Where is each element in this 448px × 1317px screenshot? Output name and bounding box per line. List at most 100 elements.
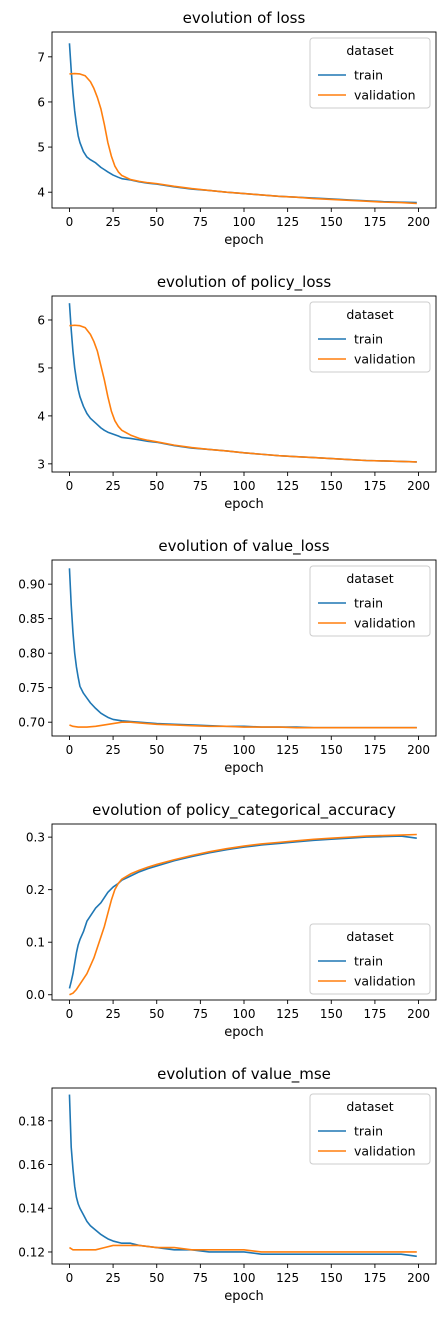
y-tick-label: 5 (37, 141, 45, 155)
y-tick-label: 0.14 (18, 1202, 45, 1216)
legend: dataset train validation (309, 37, 431, 109)
legend-label-validation: validation (354, 616, 416, 631)
x-tick-label: 200 (407, 1271, 430, 1285)
legend: dataset train validation (309, 1093, 431, 1165)
legend-box (309, 1093, 431, 1165)
y-tick-label: 0.80 (18, 647, 45, 661)
x-tick-label: 25 (105, 215, 120, 229)
legend-label-train: train (354, 332, 383, 347)
x-tick-label: 150 (320, 743, 343, 757)
y-tick-label: 0.90 (18, 578, 45, 592)
x-tick-label: 75 (193, 1007, 208, 1021)
x-tick-label: 75 (193, 215, 208, 229)
subplot-4: evolution of policy_categorical_accuracy… (26, 801, 437, 1040)
x-tick-label: 0 (66, 743, 74, 757)
legend-title: dataset (346, 1099, 393, 1114)
legend: dataset train validation (309, 923, 431, 995)
x-axis-label: epoch (224, 761, 264, 776)
subplot-5: evolution of value_mse 0 25 50 75 100 125 150 17… (18, 1065, 437, 1304)
legend-box (309, 301, 431, 373)
legend-box (309, 565, 431, 637)
y-tick-label: 0.12 (18, 1245, 45, 1259)
y-tick-label: 0.2 (26, 883, 45, 897)
legend-title: dataset (346, 571, 393, 586)
series-line-validation (69, 833, 417, 996)
y-tick-label: 0.3 (26, 831, 45, 845)
x-tick-label: 0 (66, 1271, 74, 1285)
legend-label-train: train (354, 596, 383, 611)
legend-label-validation: validation (354, 974, 416, 989)
x-axis-label: epoch (224, 233, 264, 248)
x-tick-label: 50 (149, 743, 164, 757)
y-tick-label: 4 (37, 409, 45, 423)
chart-title: evolution of value_loss (158, 537, 329, 556)
x-axis-label: epoch (224, 497, 264, 512)
x-tick-label: 150 (320, 1007, 343, 1021)
series-line-train (68, 1094, 417, 1258)
chart-title: evolution of value_mse (157, 1065, 331, 1084)
x-tick-label: 0 (66, 1007, 74, 1021)
x-tick-label: 150 (320, 215, 343, 229)
series-line-validation (69, 721, 417, 729)
x-tick-label: 100 (233, 215, 256, 229)
y-tick-label: 0.0 (26, 988, 45, 1002)
legend: dataset train validation (309, 301, 431, 373)
x-axis-label: epoch (224, 1025, 264, 1040)
x-tick-label: 200 (407, 1007, 430, 1021)
x-tick-label: 50 (149, 1007, 164, 1021)
legend-label-validation: validation (354, 1144, 416, 1159)
y-tick-label: 0.16 (18, 1158, 45, 1172)
y-tick-label: 0.85 (18, 612, 45, 626)
legend-label-validation: validation (354, 352, 416, 367)
x-tick-label: 0 (66, 215, 74, 229)
x-axis-label: epoch (224, 1289, 264, 1304)
x-tick-label: 125 (276, 1007, 299, 1021)
x-tick-label: 200 (407, 743, 430, 757)
x-tick-label: 75 (193, 743, 208, 757)
series-line-train (68, 835, 417, 989)
x-tick-label: 125 (276, 1271, 299, 1285)
legend-title: dataset (346, 43, 393, 58)
legend-label-validation: validation (354, 88, 416, 103)
legend-label-train: train (354, 68, 383, 83)
x-tick-label: 175 (363, 1007, 386, 1021)
y-tick-label: 0.75 (18, 681, 45, 695)
x-tick-label: 125 (276, 743, 299, 757)
x-tick-label: 125 (276, 479, 299, 493)
x-tick-label: 25 (105, 1007, 120, 1021)
x-tick-label: 200 (407, 215, 430, 229)
x-tick-label: 200 (407, 479, 430, 493)
subplot-3: evolution of value_loss 0 25 50 75 100 125 150 1… (18, 537, 437, 776)
legend-box (309, 923, 431, 995)
x-tick-label: 50 (149, 215, 164, 229)
legend-label-train: train (354, 954, 383, 969)
y-tick-label: 6 (37, 313, 45, 327)
x-tick-label: 175 (363, 215, 386, 229)
series-line-validation (69, 72, 417, 205)
chart-title: evolution of policy_categorical_accuracy (92, 801, 396, 820)
y-tick-label: 4 (37, 186, 45, 200)
x-tick-label: 150 (320, 479, 343, 493)
series-line-validation (69, 324, 417, 463)
x-tick-label: 75 (193, 1271, 208, 1285)
chart-title: evolution of loss (183, 9, 306, 27)
x-tick-label: 100 (233, 479, 256, 493)
x-tick-label: 175 (363, 743, 386, 757)
y-tick-label: 0.18 (18, 1114, 45, 1128)
x-tick-label: 100 (233, 1007, 256, 1021)
y-tick-label: 7 (37, 50, 45, 64)
chart-title: evolution of policy_loss (157, 273, 332, 292)
x-tick-label: 150 (320, 1271, 343, 1285)
legend-title: dataset (346, 307, 393, 322)
x-tick-label: 175 (363, 1271, 386, 1285)
y-tick-label: 0.70 (18, 716, 45, 730)
x-tick-label: 75 (193, 479, 208, 493)
x-tick-label: 100 (233, 743, 256, 757)
legend: dataset train validation (309, 565, 431, 637)
x-tick-label: 175 (363, 479, 386, 493)
x-tick-label: 100 (233, 1271, 256, 1285)
x-tick-label: 25 (105, 1271, 120, 1285)
legend-title: dataset (346, 929, 393, 944)
series-line-validation (69, 1244, 417, 1253)
